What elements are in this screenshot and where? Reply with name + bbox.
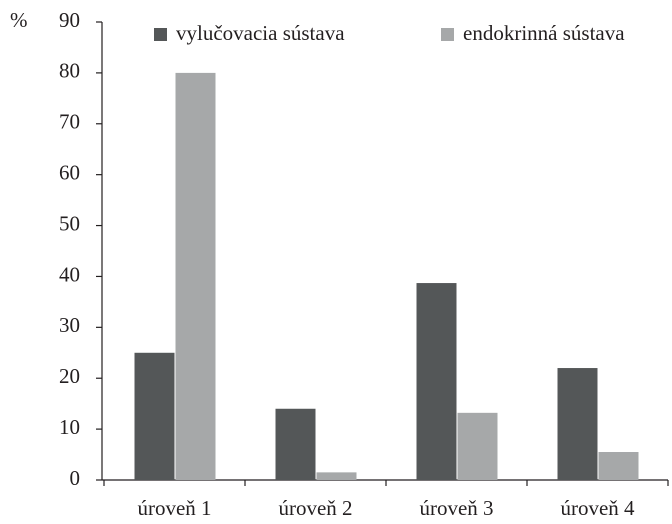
x-tick-label: úroveň 4: [560, 496, 635, 520]
bar: [175, 72, 216, 480]
legend-swatch: [441, 28, 454, 41]
y-axis-label: %: [10, 8, 28, 32]
bar: [316, 472, 357, 480]
y-tick-label: 30: [59, 313, 80, 337]
y-tick-label: 50: [59, 211, 80, 235]
legend-label: vylučovacia sústava: [176, 21, 345, 45]
y-tick-label: 0: [70, 466, 81, 490]
y-tick-label: 60: [59, 160, 80, 184]
y-tick-label: 20: [59, 364, 80, 388]
y-tick-label: 10: [59, 415, 80, 439]
bar: [134, 352, 175, 480]
y-tick-label: 40: [59, 262, 80, 286]
bar: [598, 452, 639, 480]
x-tick-label: úroveň 1: [137, 496, 211, 520]
bar: [457, 412, 498, 480]
x-tick-label: úroveň 2: [278, 496, 352, 520]
legend-label: endokrinná sústava: [463, 21, 625, 45]
bar: [275, 408, 316, 480]
bar: [416, 283, 457, 480]
y-tick-label: 80: [59, 59, 80, 83]
legend-swatch: [154, 28, 167, 41]
y-tick-label: 70: [59, 110, 80, 134]
bar: [557, 368, 598, 480]
x-tick-label: úroveň 3: [419, 496, 493, 520]
y-tick-label: 90: [59, 8, 80, 32]
